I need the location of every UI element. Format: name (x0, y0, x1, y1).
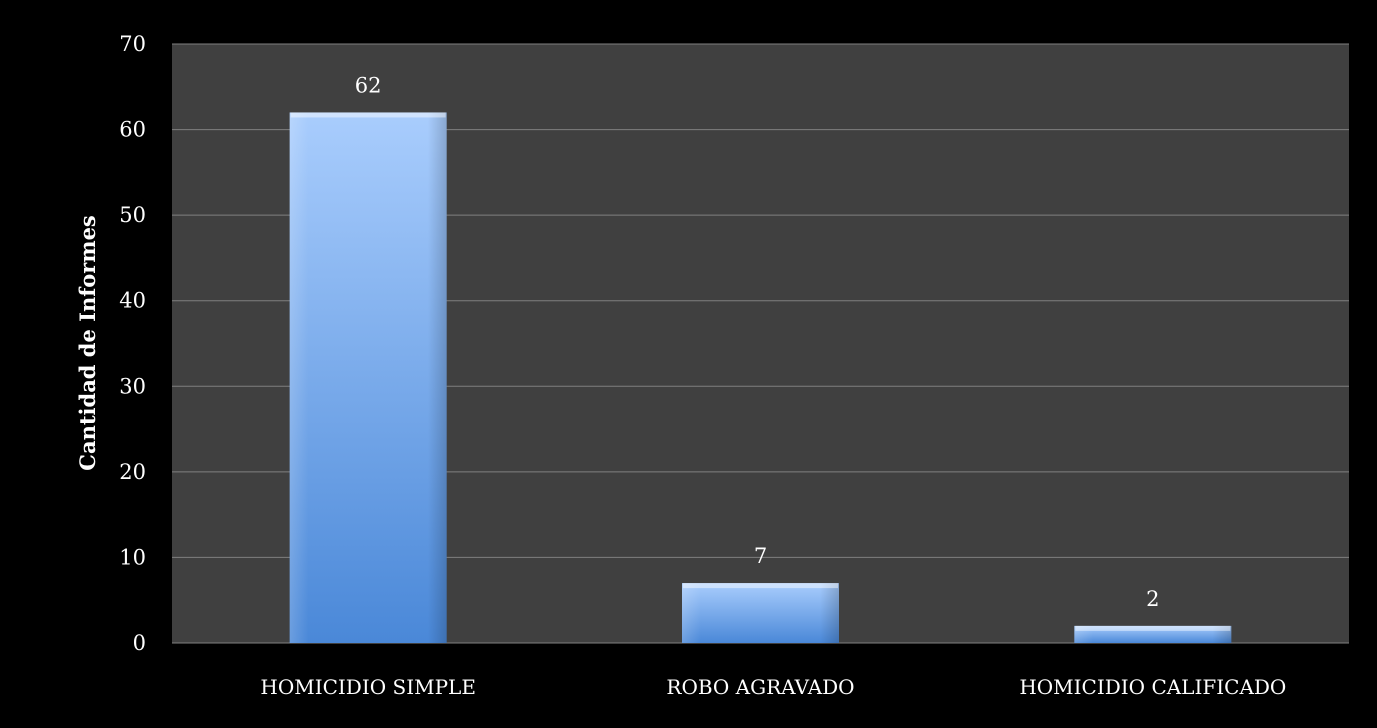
bar-sheen (1074, 625, 1232, 643)
bars (289, 112, 1232, 643)
data-label: 62 (355, 73, 382, 97)
bar-top-bevel (1075, 625, 1231, 631)
y-tick-label: 40 (119, 289, 146, 313)
y-tick-label: 50 (119, 203, 146, 227)
bar-sheen (289, 112, 447, 643)
y-tick-label: 10 (119, 545, 146, 569)
bar-top-bevel (683, 583, 838, 589)
y-tick-label: 20 (119, 460, 146, 484)
bar-sheen (682, 583, 839, 643)
y-axis-title: Cantidad de Informes (75, 215, 100, 471)
x-category-label: ROBO AGRAVADO (666, 675, 854, 699)
y-tick-label: 0 (133, 631, 146, 655)
bar-top-bevel (290, 112, 446, 118)
x-category-label: HOMICIDIO SIMPLE (260, 675, 476, 699)
data-label: 2 (1146, 587, 1159, 611)
x-category-label: HOMICIDIO CALIFICADO (1019, 675, 1286, 699)
y-tick-label: 60 (119, 118, 146, 142)
data-labels: 62 7 2 (355, 73, 1160, 610)
y-tick-label: 30 (119, 374, 146, 398)
y-axis-ticks: 0 10 20 30 40 50 60 70 (119, 32, 146, 655)
data-label: 7 (754, 544, 767, 568)
x-axis-categories: HOMICIDIO SIMPLE ROBO AGRAVADO HOMICIDIO C… (260, 675, 1286, 699)
y-tick-label: 70 (119, 32, 146, 56)
